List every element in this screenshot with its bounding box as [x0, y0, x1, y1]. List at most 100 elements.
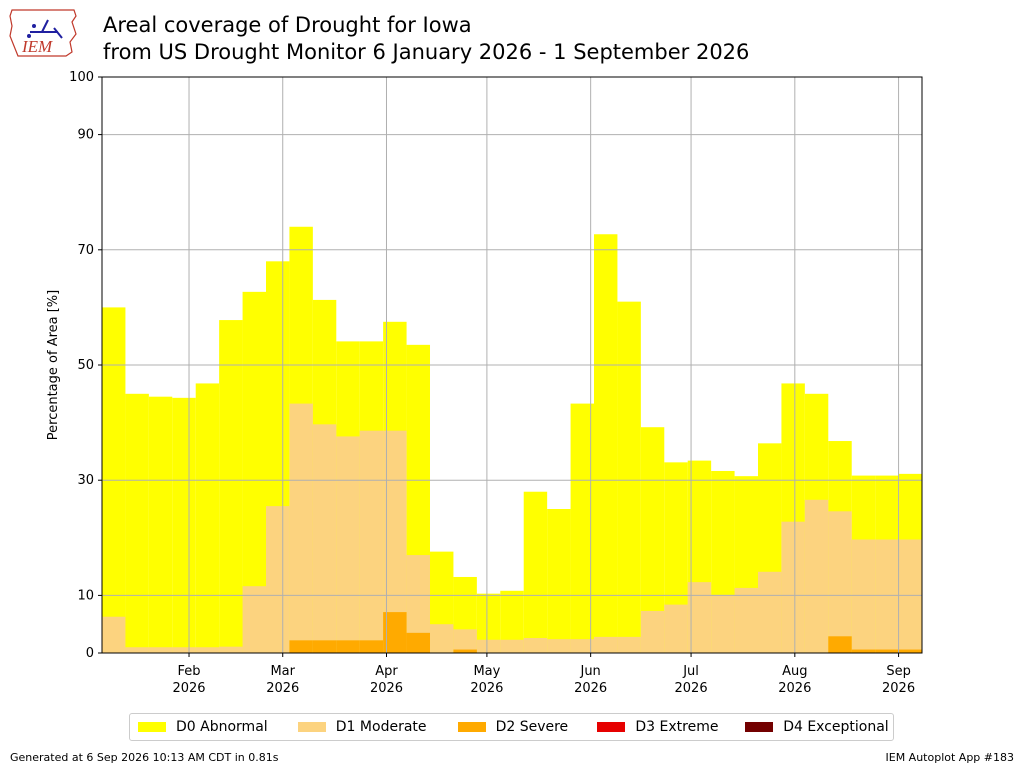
bar-d0-abnormal-2026-02-10 — [219, 320, 243, 653]
bar-d0-abnormal-2026-05-19 — [547, 509, 571, 653]
chart-title: Areal coverage of Drought for Iowa from … — [103, 12, 749, 66]
bar-d2-severe-2026-03-10 — [312, 640, 337, 653]
x-tick-label-year-2026-04-01: 2026 — [370, 681, 403, 696]
bar-d1-moderate-2026-06-16 — [640, 610, 665, 653]
x-tick-label-month-2026-07-01: Jul — [682, 664, 699, 679]
iowa-state-logo-icon: IEM — [9, 9, 77, 57]
bar-d1-moderate-2026-04-14 — [430, 624, 454, 653]
bar-d1-moderate-2026-05-19 — [547, 639, 571, 653]
bar-d2-severe-2026-03-24 — [359, 640, 384, 653]
bar-d1-moderate-2026-07-21 — [758, 571, 782, 653]
legend-entry-d0-abnormal: D0 Abnormal — [136, 719, 296, 735]
bar-d2-severe-2026-03-17 — [336, 640, 360, 653]
drought-chart: 0 10 30 50 70 90 100 Feb 2026 Mar 2026 Apr 2026 May 20… — [46, 70, 923, 696]
legend-label: D0 Abnormal — [176, 719, 268, 735]
bar-d1-moderate-2026-08-11 — [828, 511, 852, 653]
bar-d1-moderate-2026-03-17 — [336, 436, 360, 653]
legend-label: D4 Exceptional — [783, 719, 889, 735]
x-tick-label-month-2026-06-01: Jun — [579, 664, 600, 679]
title-line-1: Areal coverage of Drought for Iowa — [103, 13, 472, 37]
bar-d1-moderate-2026-04-07 — [406, 555, 430, 653]
bar-d0-abnormal-2026-01-27 — [172, 397, 196, 653]
x-tick-label-year-2026-03-01: 2026 — [266, 681, 299, 696]
bar-d1-moderate-2026-03-10 — [312, 424, 337, 653]
y-tick-label-70: 70 — [77, 243, 94, 258]
bar-d0-abnormal-2026-06-02 — [594, 234, 618, 654]
bar-d1-moderate-2026-01-20 — [148, 647, 173, 653]
x-tick-label-month-2026-08-01: Aug — [782, 664, 807, 679]
bar-d1-moderate-2026-06-30 — [687, 582, 712, 653]
bar-d0-abnormal-2026-04-28 — [476, 593, 501, 653]
bar-d1-moderate-2026-07-07 — [711, 594, 735, 653]
bar-d0-abnormal-2026-01-20 — [148, 396, 173, 653]
x-tick-label-month-2026-05-01: May — [473, 664, 500, 679]
bar-d0-abnormal-2026-02-17 — [242, 291, 266, 653]
chart-legend: D0 Abnormal D1 Moderate D2 Severe D3 Extrem… — [129, 713, 894, 741]
bar-d0-abnormal-2026-01-13 — [125, 393, 149, 653]
bar-d1-moderate-2026-01-27 — [172, 647, 196, 653]
legend-label: D2 Severe — [495, 719, 569, 735]
bar-d1-moderate-2026-08-04 — [804, 499, 829, 653]
bar-d2-severe-2026-08-18 — [851, 649, 876, 653]
x-tick-label-month-2026-02-01: Feb — [178, 664, 201, 679]
x-tick-label-year-2026-05-01: 2026 — [470, 681, 503, 696]
bar-d1-moderate-2026-01-13 — [125, 647, 149, 653]
legend-swatch — [297, 722, 326, 732]
app-label: IEM Autoplot App #183 — [885, 751, 1015, 764]
x-tick-label-year-2026-06-01: 2026 — [574, 681, 607, 696]
x-tick-label-month-2026-09-01: Sep — [886, 664, 911, 679]
y-tick-label-10: 10 — [77, 588, 94, 603]
x-tick-label-month-2026-03-01: Mar — [270, 664, 295, 679]
y-tick-label-30: 30 — [77, 473, 94, 488]
legend-swatch — [138, 722, 166, 732]
svg-text:IEM: IEM — [21, 37, 53, 56]
bar-d1-moderate-2026-07-14 — [734, 587, 758, 653]
bar-d2-severe-2026-04-07 — [406, 632, 430, 653]
y-tick-label-0: 0 — [86, 646, 94, 661]
bar-d1-moderate-2026-07-28 — [781, 521, 805, 653]
bar-d0-abnormal-2026-05-26 — [570, 403, 594, 653]
legend-swatch — [457, 722, 486, 732]
y-tick-label-50: 50 — [77, 358, 94, 373]
bar-d1-moderate-2026-02-24 — [266, 506, 290, 653]
bar-d1-moderate-2026-03-03 — [289, 403, 313, 653]
bar-d1-moderate-2026-05-26 — [570, 639, 594, 653]
bar-d0-abnormal-2026-05-12 — [523, 491, 548, 653]
legend-entry-d1-moderate: D1 Moderate — [296, 719, 456, 735]
y-tick-label-90: 90 — [77, 128, 94, 143]
legend-label: D1 Moderate — [335, 719, 427, 735]
y-axis-label: Percentage of Area [%] — [46, 290, 61, 440]
y-tick-label-100: 100 — [69, 70, 94, 85]
bar-d1-moderate-2026-05-12 — [523, 638, 548, 653]
bar-d1-moderate-2026-04-28 — [476, 639, 501, 653]
legend-label: D3 Extreme — [635, 719, 719, 735]
bar-d1-moderate-2026-02-03 — [195, 647, 220, 653]
bar-d2-severe-2026-08-11 — [828, 636, 852, 653]
bar-d0-abnormal-2026-06-09 — [617, 301, 641, 653]
legend-swatch — [745, 722, 774, 732]
x-tick-label-year-2026-09-01: 2026 — [882, 681, 915, 696]
bar-d2-severe-2026-04-21 — [453, 649, 477, 653]
bar-d1-moderate-2026-06-23 — [664, 604, 688, 653]
bar-d1-moderate-2026-06-02 — [594, 636, 618, 653]
x-tick-label-year-2026-02-01: 2026 — [172, 681, 205, 696]
bar-d1-moderate-2026-01-06 — [102, 616, 126, 653]
legend-swatch — [597, 722, 626, 732]
x-tick-label-month-2026-04-01: Apr — [375, 664, 398, 679]
legend-entry-d2-severe: D2 Severe — [456, 719, 596, 735]
bar-d1-moderate-2026-09-01 — [898, 539, 922, 653]
bar-d1-moderate-2026-03-31 — [383, 430, 407, 653]
bar-d1-moderate-2026-02-17 — [242, 586, 266, 653]
bar-d0-abnormal-2026-06-16 — [640, 427, 665, 653]
generated-timestamp: Generated at 6 Sep 2026 10:13 AM CDT in … — [10, 751, 279, 764]
legend-entry-d4-exceptional: D4 Exceptional — [743, 719, 893, 735]
bar-d1-moderate-2026-03-24 — [359, 430, 384, 653]
title-line-2: from US Drought Monitor 6 January 2026 -… — [103, 40, 750, 64]
bar-d0-abnormal-2026-05-05 — [500, 590, 524, 653]
legend-entry-d3-extreme: D3 Extreme — [595, 719, 743, 735]
bar-d1-moderate-2026-04-21 — [453, 629, 477, 653]
x-tick-label-year-2026-07-01: 2026 — [675, 681, 708, 696]
bar-d2-severe-2026-03-31 — [383, 612, 407, 653]
bar-d1-moderate-2026-08-25 — [875, 539, 899, 653]
bar-d1-moderate-2026-06-09 — [617, 636, 641, 653]
